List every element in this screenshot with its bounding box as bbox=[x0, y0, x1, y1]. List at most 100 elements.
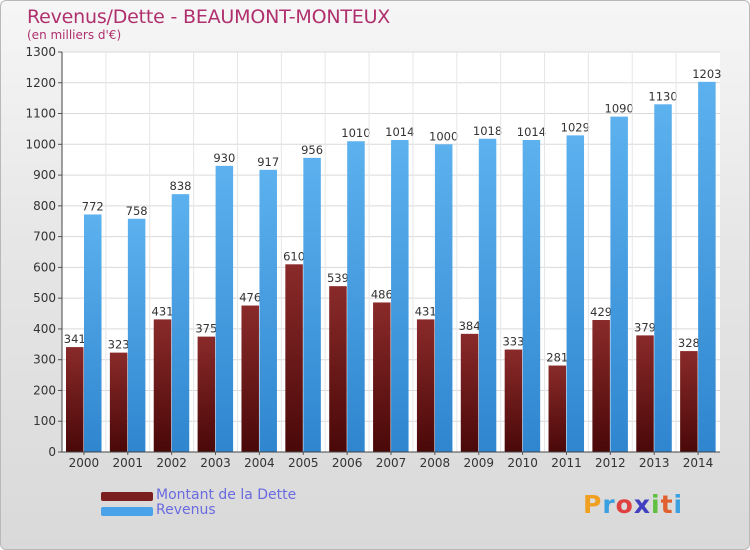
bar-revenus bbox=[654, 104, 672, 453]
x-tick-label: 2007 bbox=[376, 456, 407, 470]
bar-revenus bbox=[303, 157, 321, 452]
data-label-dette: 610 bbox=[283, 249, 305, 263]
data-label-dette: 431 bbox=[415, 304, 437, 318]
data-label-revenus: 1203 bbox=[692, 67, 721, 81]
data-label-revenus: 758 bbox=[126, 204, 148, 218]
bar-dette bbox=[592, 320, 610, 452]
bar-dette bbox=[241, 305, 259, 452]
chart-subtitle: (en milliers d'€) bbox=[27, 28, 122, 42]
x-tick-label: 2005 bbox=[288, 456, 319, 470]
bar-dette bbox=[329, 286, 347, 452]
bar-dette bbox=[548, 365, 567, 452]
y-tick-label: 1000 bbox=[25, 137, 56, 151]
y-tick-label: 900 bbox=[33, 168, 56, 182]
x-tick-label: 2014 bbox=[683, 456, 714, 470]
bar-revenus bbox=[391, 140, 409, 452]
data-label-dette: 476 bbox=[239, 291, 261, 305]
proxiti-logo: Proxiti bbox=[583, 490, 683, 519]
bar-revenus bbox=[171, 194, 190, 452]
bar-revenus bbox=[347, 141, 365, 452]
data-label-dette: 333 bbox=[502, 335, 524, 349]
plot-area bbox=[62, 52, 720, 452]
x-tick-label: 2001 bbox=[113, 456, 144, 470]
x-tick-label: 2008 bbox=[420, 456, 451, 470]
data-label-revenus: 1014 bbox=[385, 125, 414, 139]
y-tick-label: 700 bbox=[33, 230, 56, 244]
x-tick-label: 2012 bbox=[595, 456, 626, 470]
data-label-revenus: 1014 bbox=[517, 125, 546, 139]
data-label-revenus: 838 bbox=[170, 179, 192, 193]
bar-revenus bbox=[259, 169, 277, 452]
bar-revenus bbox=[566, 135, 585, 452]
data-label-revenus: 1000 bbox=[429, 129, 458, 143]
y-tick-label: 1300 bbox=[25, 45, 56, 59]
bar-revenus bbox=[127, 218, 146, 452]
data-label-dette: 486 bbox=[371, 287, 393, 301]
bar-dette bbox=[153, 319, 172, 452]
x-tick-label: 2011 bbox=[551, 456, 582, 470]
data-label-dette: 375 bbox=[195, 322, 217, 336]
bar-revenus bbox=[215, 165, 234, 452]
logo-letter: o bbox=[615, 490, 634, 519]
bar-revenus bbox=[434, 144, 453, 453]
bar-dette bbox=[460, 333, 479, 452]
x-tick-label: 2000 bbox=[69, 456, 100, 470]
chart-title: Revenus/Dette - BEAUMONT-MONTEUX bbox=[27, 6, 391, 28]
y-tick-label: 100 bbox=[33, 414, 56, 428]
data-label-revenus: 917 bbox=[257, 155, 279, 169]
legend-label-revenus: Revenus bbox=[156, 502, 216, 518]
bar-revenus bbox=[84, 214, 102, 452]
y-tick-label: 300 bbox=[33, 353, 56, 367]
logo-letter: i bbox=[673, 490, 684, 519]
y-tick-label: 1100 bbox=[25, 107, 56, 121]
bar-dette bbox=[109, 352, 128, 452]
data-label-dette: 539 bbox=[327, 271, 349, 285]
data-label-dette: 431 bbox=[152, 304, 174, 318]
bar-revenus bbox=[522, 140, 541, 452]
bar-dette bbox=[285, 264, 303, 452]
legend-label-dette: Montant de la Dette bbox=[156, 487, 297, 503]
legend-swatch-revenus bbox=[101, 507, 153, 516]
x-tick-label: 2010 bbox=[507, 456, 538, 470]
data-label-dette: 323 bbox=[108, 338, 130, 352]
y-tick-label: 1200 bbox=[25, 76, 56, 90]
logo-letter: t bbox=[660, 490, 674, 519]
bar-dette bbox=[504, 349, 523, 452]
data-label-dette: 429 bbox=[590, 305, 612, 319]
x-tick-label: 2006 bbox=[332, 456, 363, 470]
data-label-dette: 281 bbox=[546, 351, 568, 365]
bar-dette bbox=[373, 302, 391, 452]
bar-revenus bbox=[610, 116, 628, 452]
logo-letter: x bbox=[633, 490, 651, 519]
data-label-revenus: 1130 bbox=[648, 89, 677, 103]
logo-letter: r bbox=[602, 490, 616, 519]
bar-dette bbox=[416, 319, 435, 452]
x-tick-label: 2002 bbox=[156, 456, 187, 470]
data-label-revenus: 1090 bbox=[605, 102, 634, 116]
data-label-dette: 328 bbox=[678, 336, 700, 350]
legend-swatch-dette bbox=[101, 492, 153, 501]
y-tick-label: 600 bbox=[33, 260, 56, 274]
bar-dette bbox=[197, 336, 216, 452]
data-label-revenus: 772 bbox=[82, 199, 104, 213]
data-label-dette: 341 bbox=[64, 332, 86, 346]
data-label-revenus: 956 bbox=[301, 143, 323, 157]
y-tick-label: 400 bbox=[33, 322, 56, 336]
data-label-dette: 384 bbox=[459, 319, 481, 333]
data-label-revenus: 1018 bbox=[473, 124, 502, 138]
y-tick-label: 500 bbox=[33, 291, 56, 305]
y-tick-label: 200 bbox=[33, 383, 56, 397]
logo-letter: i bbox=[651, 490, 661, 519]
data-label-dette: 379 bbox=[634, 320, 656, 334]
bar-dette bbox=[680, 351, 698, 452]
bar-dette bbox=[636, 335, 654, 452]
data-label-revenus: 1010 bbox=[341, 126, 370, 140]
bar-dette bbox=[66, 347, 84, 452]
bar-revenus bbox=[698, 81, 716, 452]
y-tick-label: 800 bbox=[33, 199, 56, 213]
y-tick-label: 0 bbox=[48, 445, 56, 459]
x-tick-label: 2003 bbox=[200, 456, 231, 470]
x-tick-label: 2009 bbox=[463, 456, 494, 470]
